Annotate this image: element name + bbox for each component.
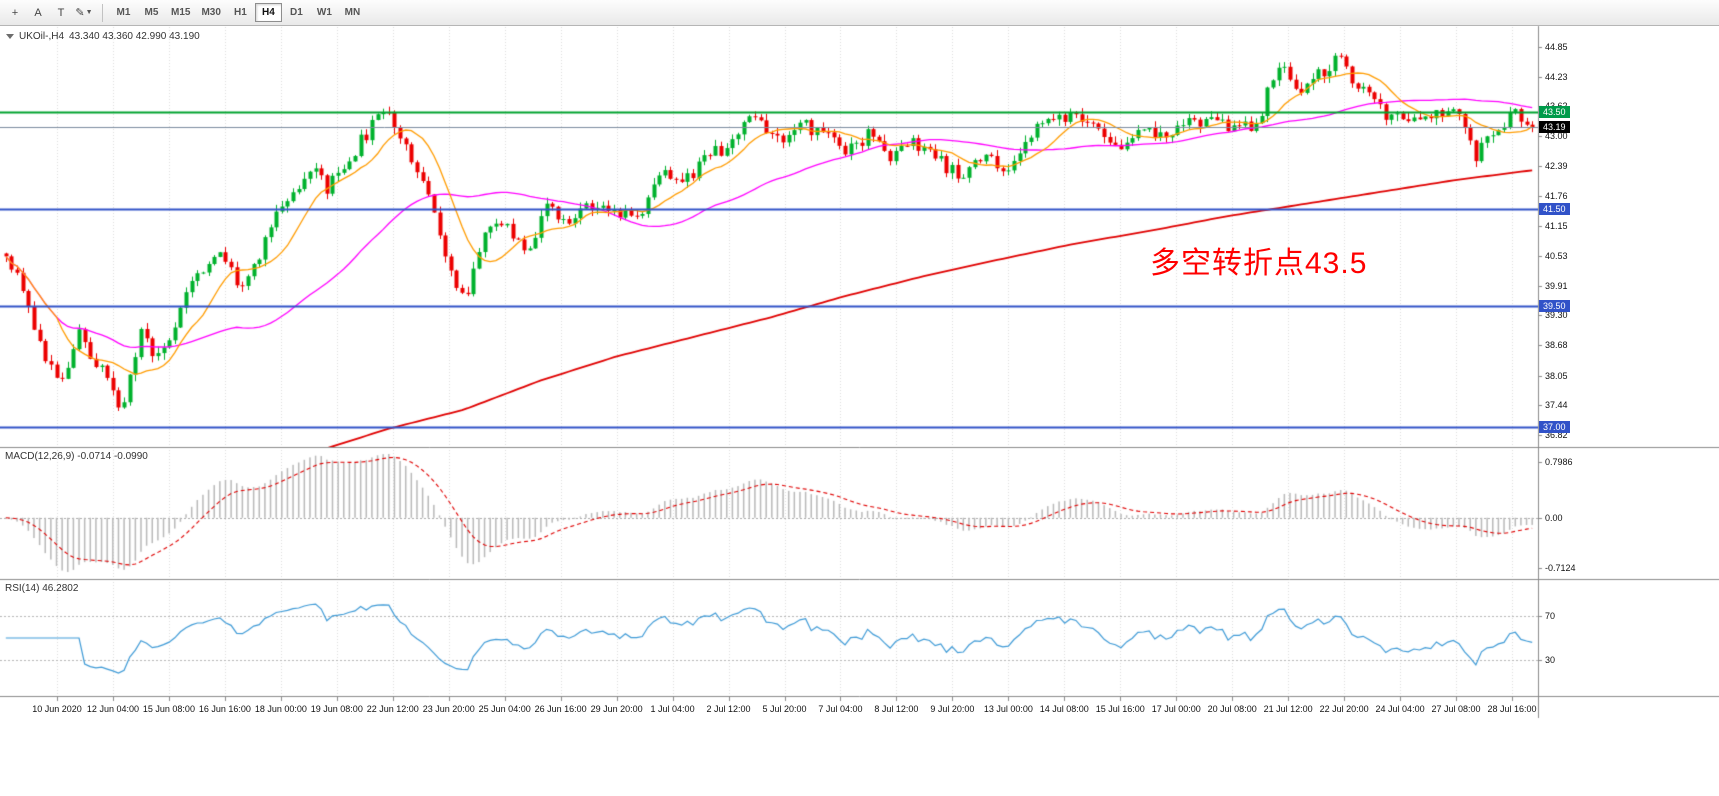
time-axis-label: 15 Jun 08:00 [142,704,195,714]
timeframe-d1-button[interactable]: D1 [283,3,310,22]
time-axis-label: 2 Jul 12:00 [706,704,751,714]
timeframe-w1-button[interactable]: W1 [311,3,338,22]
price-badge: 43.50 [1539,106,1570,119]
time-axis-label: 13 Jul 00:00 [983,704,1033,714]
time-axis-label: 17 Jul 00:00 [1151,704,1201,714]
shapes-button[interactable]: T [50,3,72,23]
chart-title: UKOil-,H4 43.340 43.360 42.990 43.190 [6,31,200,42]
text-tool-icon: A [34,6,42,19]
chevron-down-icon: ▼ [85,9,93,16]
time-axis-label: 22 Jul 20:00 [1319,704,1369,714]
time-axis-label: 5 Jul 20:00 [762,704,807,714]
time-axis-label: 24 Jul 04:00 [1375,704,1425,714]
price-badge: 37.00 [1539,420,1570,433]
price-axis-label: 44.23 [1545,71,1568,82]
price-axis-label: 42.39 [1545,160,1568,171]
time-axis-label: 20 Jul 08:00 [1207,704,1257,714]
price-axis-label: 37.44 [1545,400,1568,411]
price-axis-label: 41.15 [1545,220,1568,231]
text-annotation-button[interactable]: A [27,3,49,23]
collapse-icon[interactable] [6,34,14,39]
timeframe-m5-button[interactable]: M5 [138,3,165,22]
time-axis-label: 26 Jun 16:00 [534,704,587,714]
price-axis-label: 39.91 [1545,280,1568,291]
symbol-label: UKOil-,H4 [19,31,65,42]
chart-annotation: 多空转折点43.5 [1150,247,1368,280]
timeframe-h1-button[interactable]: H1 [227,3,254,22]
timeframe-m30-button[interactable]: M30 [196,3,225,22]
time-axis-label: 7 Jul 04:00 [818,704,863,714]
price-axis-label: 36.82 [1545,430,1568,441]
macd-panel-label: MACD(12,26,9) -0.0714 -0.0990 [5,451,148,462]
time-axis-label: 12 Jun 04:00 [86,704,139,714]
cursor-tool-button[interactable]: + [4,3,26,23]
time-axis-label: 15 Jul 16:00 [1095,704,1145,714]
price-axis-label: 40.53 [1545,250,1568,261]
time-axis-label: 21 Jul 12:00 [1263,704,1313,714]
time-axis-label: 22 Jun 12:00 [366,704,419,714]
rsi-axis-label: 70 [1545,610,1556,621]
time-axis-label: 1 Jul 04:00 [650,704,695,714]
rsi-axis-label: 30 [1545,655,1556,666]
macd-axis-label: -0.7124 [1545,563,1576,573]
time-axis-label: 10 Jun 2020 [32,704,82,714]
time-axis-label: 28 Jul 16:00 [1487,704,1537,714]
price-axis-label: 38.68 [1545,340,1568,351]
price-axis-label: 39.30 [1545,310,1568,321]
price-badge: 39.50 [1539,299,1570,312]
cursor-icon: + [11,6,19,19]
price-axis-label: 41.76 [1545,191,1568,202]
price-badge: 41.50 [1539,202,1570,215]
time-axis-label: 14 Jul 08:00 [1039,704,1089,714]
time-axis-label: 27 Jul 08:00 [1431,704,1481,714]
time-axis-label: 19 Jun 08:00 [310,704,363,714]
toolbar: + A T ✎ ▼ M1 M5 M15 M30 H1 H4 D1 W1 MN [0,0,1719,26]
time-axis-label: 9 Jul 20:00 [930,704,975,714]
timeframe-mn-button[interactable]: MN [339,3,366,22]
price-axis-label: 43.00 [1545,131,1568,142]
time-axis-label: 8 Jul 12:00 [874,704,919,714]
time-axis-label: 16 Jun 16:00 [198,704,251,714]
price-badge: 43.19 [1539,121,1570,134]
time-axis-label: 18 Jun 00:00 [254,704,307,714]
macd-axis-label: 0.7986 [1545,457,1573,467]
draw-tools-dropdown[interactable]: ✎ ▼ [73,3,95,23]
rsi-panel-label: RSI(14) 46.2802 [5,583,79,594]
macd-axis-label: 0.00 [1545,512,1563,523]
ohlc-values: 43.340 43.360 42.990 43.190 [69,31,200,42]
timeframe-m15-button[interactable]: M15 [166,3,195,22]
toolbar-separator [102,3,103,22]
price-axis-label: 38.05 [1545,370,1568,381]
timeframe-h4-button[interactable]: H4 [254,3,282,22]
time-axis-label: 29 Jun 20:00 [590,704,643,714]
pencil-icon: ✎ [75,7,85,19]
time-axis-label: 25 Jun 04:00 [478,704,531,714]
shapes-icon: T [57,6,65,19]
time-axis-label: 23 Jun 20:00 [422,704,475,714]
price-axis-label: 44.85 [1545,41,1568,52]
timeframe-m1-button[interactable]: M1 [110,3,137,22]
